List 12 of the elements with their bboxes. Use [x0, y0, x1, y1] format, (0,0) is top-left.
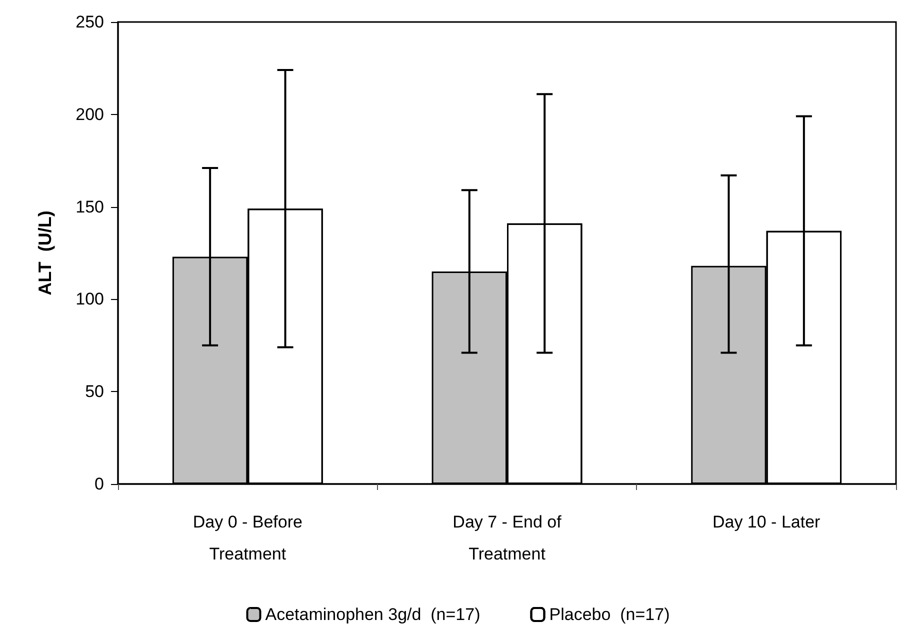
x-tick-label: Day 10 - Later	[712, 512, 821, 532]
y-tick-label: 200	[76, 104, 104, 124]
legend-label: Placebo (n=17)	[549, 605, 670, 624]
y-tick-label: 0	[94, 474, 104, 494]
x-tick-label: Day 0 - Before Treatment	[192, 512, 302, 564]
y-axis-title: ALT (U/L)	[35, 210, 55, 296]
y-tick-label: 50	[85, 382, 104, 402]
y-tick-label: 250	[76, 12, 104, 32]
y-tick-label: 150	[76, 197, 104, 216]
legend-label: Acetaminophen 3g/d (n=17)	[265, 605, 480, 624]
y-tick-label: 100	[76, 290, 104, 309]
x-tick-label: Day 7 - End of Treatment	[452, 512, 562, 564]
